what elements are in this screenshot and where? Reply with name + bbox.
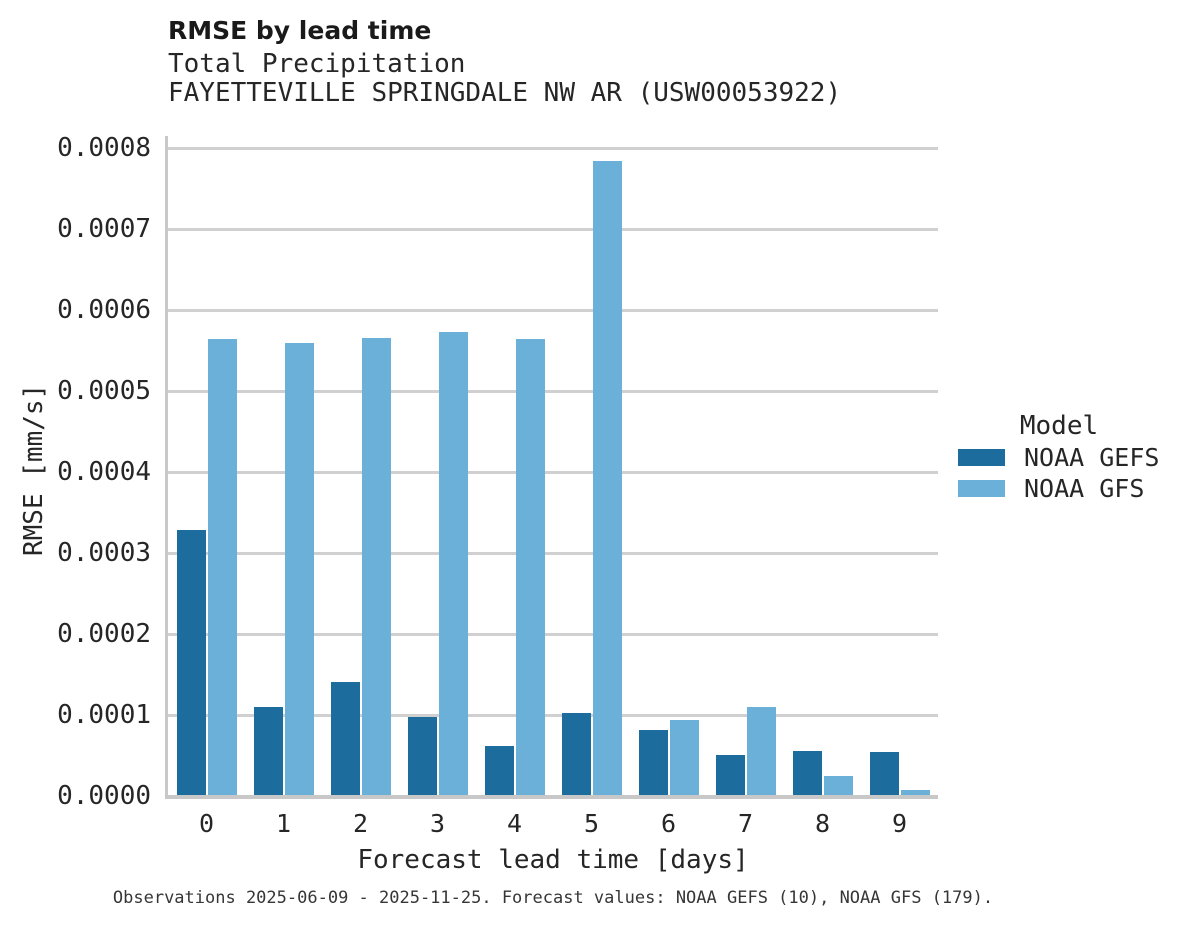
x-tick-label: 9 [891, 809, 908, 838]
bar-noaa-gfs-day-2 [361, 337, 391, 796]
bar-noaa-gfs-day-1 [284, 343, 314, 796]
bar-noaa-gefs-day-7 [715, 754, 745, 796]
x-axis-spine [165, 795, 938, 799]
y-gridline [168, 227, 938, 231]
y-tick-label: 0.0002 [57, 619, 151, 649]
bar-noaa-gefs-day-2 [330, 681, 360, 796]
x-tick-label: 4 [506, 809, 523, 838]
y-gridline [168, 308, 938, 312]
bar-noaa-gfs-day-0 [207, 339, 237, 796]
bar-noaa-gefs-day-6 [638, 729, 668, 796]
y-tick-label: 0.0007 [57, 214, 151, 244]
bar-noaa-gefs-day-5 [561, 713, 591, 796]
bar-noaa-gfs-day-7 [746, 706, 776, 796]
chart-title: RMSE by lead time [168, 16, 432, 45]
observations-caption: Observations 2025-06-09 - 2025-11-25. Fo… [112, 888, 994, 908]
x-tick-label: 8 [814, 809, 831, 838]
y-tick-label: 0.0005 [57, 376, 151, 406]
bar-noaa-gfs-day-8 [823, 775, 853, 796]
x-tick-label: 6 [660, 809, 677, 838]
y-tick-label: 0.0000 [57, 781, 151, 811]
legend: Model NOAA GEFS NOAA GFS [956, 412, 1162, 504]
chart-subtitle-variable: Total Precipitation [168, 49, 466, 79]
bar-noaa-gefs-day-9 [869, 752, 899, 796]
y-tick-label: 0.0008 [57, 133, 151, 163]
x-tick-label: 2 [352, 809, 369, 838]
bar-noaa-gefs-day-1 [253, 706, 283, 796]
chart-subtitle-station: FAYETTEVILLE SPRINGDALE NW AR (USW000539… [168, 78, 842, 108]
bar-noaa-gfs-day-9 [900, 790, 930, 796]
bar-noaa-gfs-day-3 [438, 331, 468, 796]
bar-noaa-gfs-day-4 [515, 339, 545, 796]
bar-noaa-gefs-day-4 [484, 745, 514, 796]
y-tick-label: 0.0006 [57, 295, 151, 325]
y-gridline [168, 146, 938, 150]
legend-item-noaa-gefs: NOAA GEFS [956, 442, 1162, 473]
y-gridline [168, 632, 938, 636]
y-tick-label: 0.0003 [57, 538, 151, 568]
bar-noaa-gefs-day-0 [176, 530, 206, 796]
bar-noaa-gfs-day-5 [592, 160, 622, 796]
y-gridline [168, 470, 938, 474]
legend-label-noaa-gfs: NOAA GFS [1024, 474, 1145, 503]
y-gridline [168, 389, 938, 393]
y-gridline [168, 713, 938, 717]
bar-noaa-gefs-day-3 [407, 716, 437, 796]
legend-label-noaa-gefs: NOAA GEFS [1024, 443, 1160, 472]
bar-noaa-gfs-day-6 [669, 719, 699, 796]
legend-title: Model [1019, 411, 1099, 441]
y-tick-label: 0.0001 [57, 700, 151, 730]
y-tick-label: 0.0004 [57, 457, 151, 487]
x-tick-label: 0 [198, 809, 215, 838]
x-axis-label: Forecast lead time [days] [357, 845, 749, 875]
legend-swatch-noaa-gefs-icon [958, 449, 1005, 466]
x-tick-label: 1 [275, 809, 292, 838]
x-tick-label: 3 [429, 809, 446, 838]
legend-item-noaa-gfs: NOAA GFS [956, 473, 1162, 504]
bar-noaa-gefs-day-8 [792, 751, 822, 796]
legend-swatch-noaa-gfs-icon [958, 480, 1005, 497]
y-axis-spine [165, 136, 168, 798]
x-tick-label: 7 [737, 809, 754, 838]
y-gridline [168, 551, 938, 555]
x-tick-label: 5 [583, 809, 600, 838]
